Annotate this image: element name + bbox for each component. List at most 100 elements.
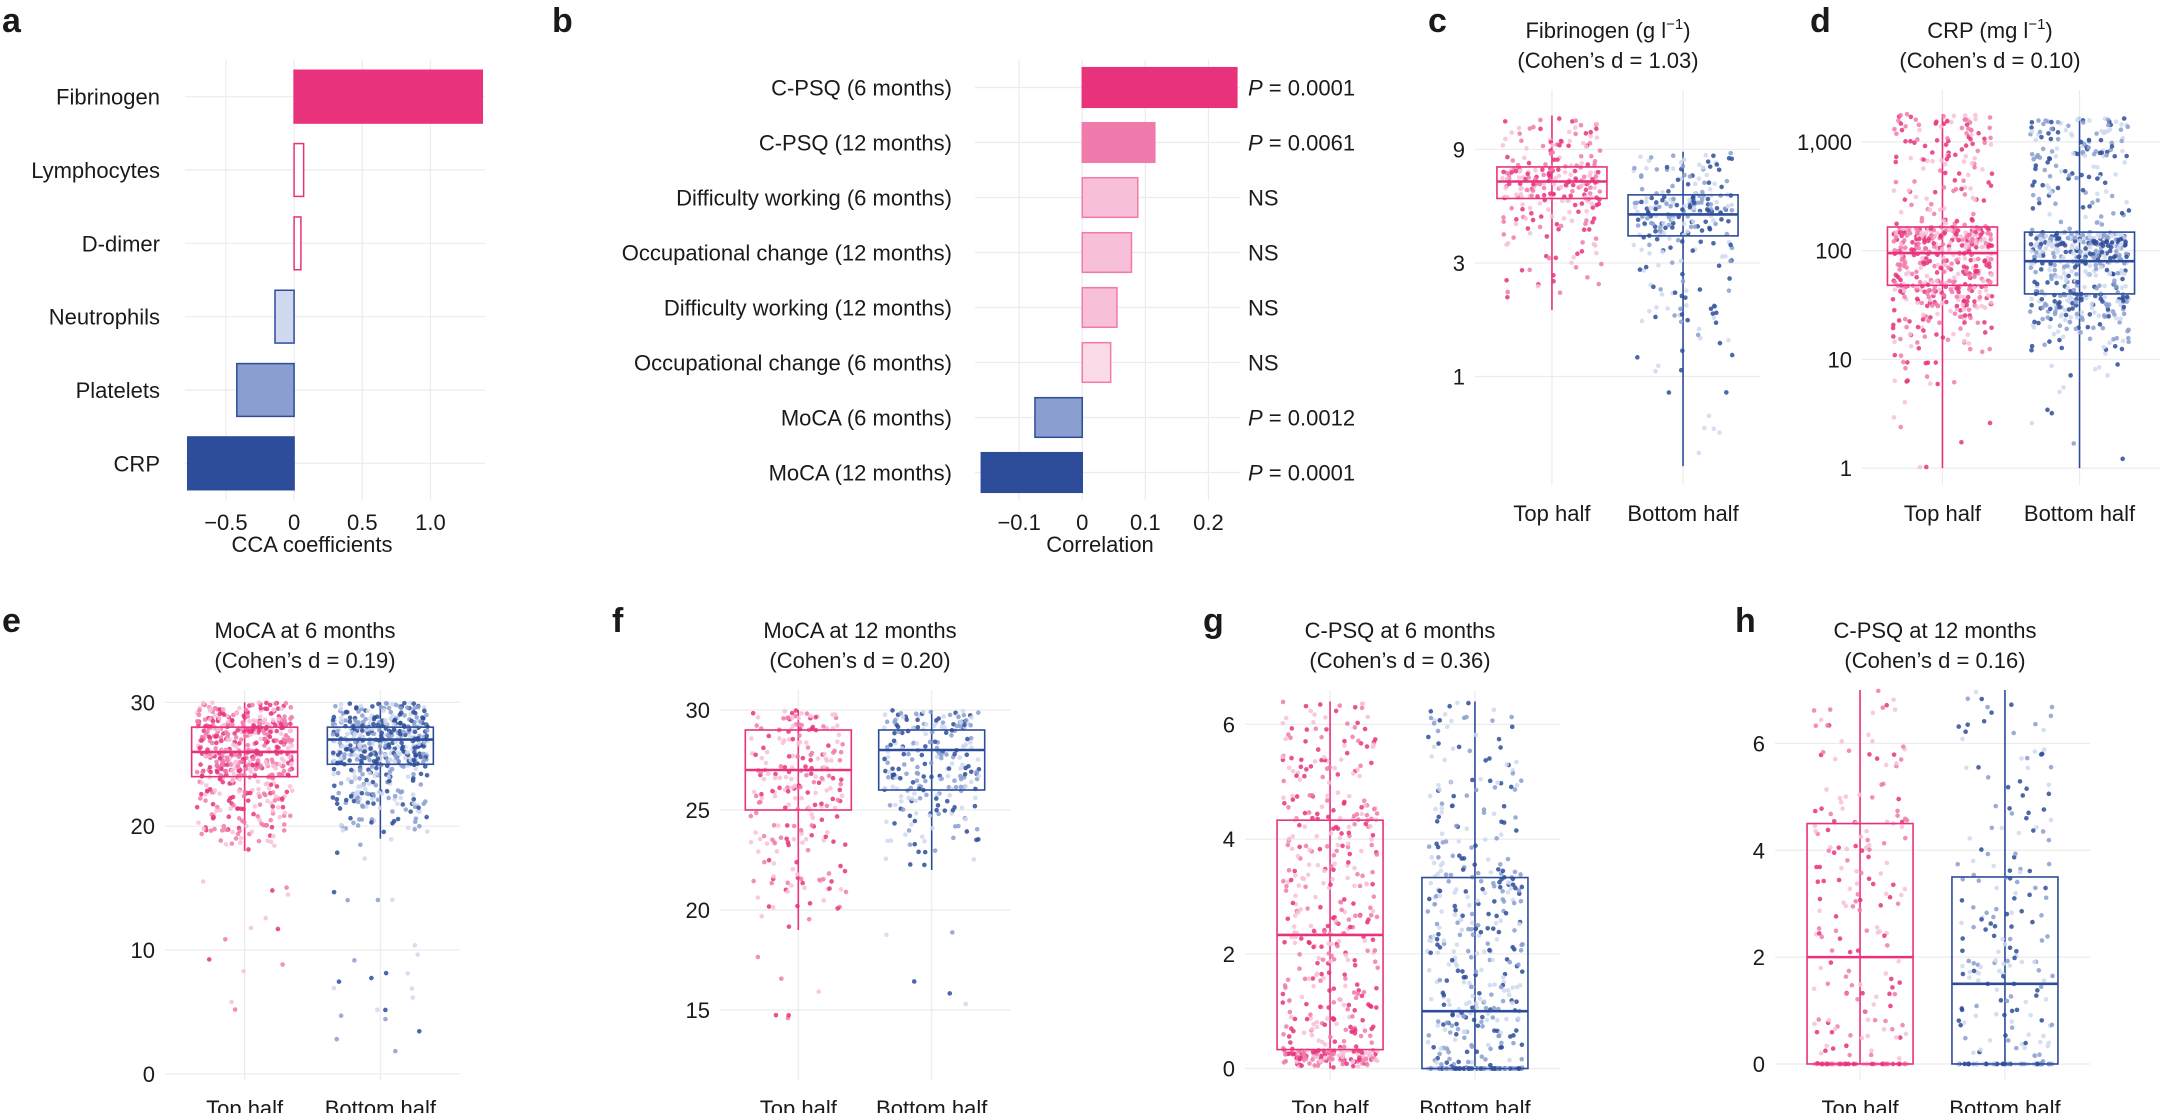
panel-d-point bbox=[1911, 247, 1917, 253]
panel-f-point bbox=[923, 731, 928, 737]
panel-g-point bbox=[1457, 932, 1463, 938]
panel-d-point bbox=[2074, 271, 2079, 277]
panel-d-point bbox=[2047, 156, 2053, 162]
panel-g-point bbox=[1512, 787, 1518, 792]
panel-d-point bbox=[1917, 279, 1923, 285]
panel-c-point bbox=[1690, 219, 1696, 224]
panel-e-point bbox=[362, 856, 367, 861]
panel-f-point bbox=[770, 788, 775, 794]
panel-d-point bbox=[1953, 152, 1958, 158]
panel-f-point bbox=[939, 776, 944, 782]
panel-f-ytick: 30 bbox=[686, 698, 710, 723]
panel-g-point bbox=[1319, 944, 1324, 950]
panel-c-point bbox=[1547, 191, 1553, 196]
panel-d-point bbox=[2051, 331, 2057, 337]
panel-d-point bbox=[1915, 300, 1921, 305]
panel-f-point bbox=[957, 755, 963, 760]
panel-g-point bbox=[1369, 842, 1375, 848]
panel-d-point bbox=[2039, 249, 2044, 254]
panel-c-point bbox=[1643, 199, 1649, 205]
panel-e-point bbox=[274, 744, 280, 750]
panel-c-point bbox=[1681, 157, 1687, 162]
panel-f-point bbox=[765, 771, 771, 777]
panel-c-point bbox=[1599, 261, 1604, 267]
panel-d-point bbox=[1938, 233, 1944, 239]
panel-d-point bbox=[2047, 173, 2053, 179]
panel-d-point bbox=[1981, 198, 1987, 203]
panel-d-point bbox=[1949, 261, 1954, 266]
panel-d-point bbox=[2068, 288, 2073, 294]
panel-g-point bbox=[1328, 958, 1333, 964]
panel-h-point bbox=[1874, 756, 1880, 761]
panel-e-point bbox=[351, 798, 357, 804]
panel-g-point bbox=[1469, 1060, 1475, 1065]
panel-d-point bbox=[1977, 289, 1982, 295]
panel-e-point bbox=[409, 986, 415, 991]
panel-e-point bbox=[352, 746, 357, 752]
panel-g-title-line1: C-PSQ at 6 months bbox=[1305, 618, 1496, 643]
panel-e-point bbox=[276, 716, 281, 722]
panel-f-point bbox=[800, 840, 805, 845]
panel-e-point bbox=[422, 764, 428, 769]
panel-d-point bbox=[2072, 235, 2078, 240]
panel-f-point bbox=[952, 824, 958, 829]
panel-d-point bbox=[1940, 300, 1945, 306]
panel-g-point bbox=[1303, 739, 1308, 744]
panel-d-point bbox=[1898, 424, 1904, 430]
panel-h-point bbox=[1988, 921, 1994, 926]
panel-f-xtick: Top half bbox=[760, 1096, 838, 1113]
panel-e-point bbox=[277, 762, 283, 767]
panel-g-point bbox=[1367, 1033, 1373, 1039]
panel-h-point bbox=[1960, 936, 1965, 941]
panel-g-point bbox=[1449, 718, 1454, 724]
panel-d-point bbox=[2093, 248, 2099, 254]
panel-g-point bbox=[1485, 925, 1490, 931]
panel-h-point bbox=[1883, 762, 1889, 768]
panel-d-point bbox=[2113, 172, 2118, 177]
panel-g-point bbox=[1351, 990, 1357, 995]
panel-g-point bbox=[1311, 1021, 1316, 1027]
panel-f-point bbox=[967, 740, 973, 745]
panel-b-plot: −0.1 0 0.1 0.2C-PSQ (6 months) P = 0.0001C-P… bbox=[622, 60, 1355, 535]
panel-d-point bbox=[1891, 307, 1897, 313]
panel-h-point bbox=[2009, 702, 2014, 707]
panel-d-point bbox=[1986, 227, 1991, 232]
panel-e-point bbox=[390, 897, 395, 903]
panel-f-point bbox=[934, 754, 940, 760]
panel-c-point bbox=[1719, 184, 1724, 190]
panel-g-point bbox=[1368, 824, 1373, 829]
panel-g-point bbox=[1465, 1059, 1471, 1065]
panel-e-point bbox=[232, 731, 237, 736]
panel-g-point bbox=[1307, 1061, 1312, 1066]
panel-g-point bbox=[1465, 894, 1470, 900]
panel-e-point bbox=[225, 737, 230, 743]
panel-h-point bbox=[2007, 936, 2013, 942]
panel-b-label: b bbox=[552, 2, 573, 40]
panel-h-point bbox=[1960, 877, 1966, 882]
panel-d-point bbox=[2063, 312, 2069, 318]
panel-e-point bbox=[395, 788, 401, 793]
panel-b-xlabel: Correlation bbox=[1046, 532, 1154, 557]
panel-c-point bbox=[1587, 173, 1592, 179]
panel-c-point bbox=[1568, 193, 1574, 199]
panel-g-point bbox=[1326, 1005, 1331, 1010]
panel-h-point bbox=[1863, 1009, 1868, 1015]
panel-d-point bbox=[1943, 142, 1949, 147]
panel-g-point bbox=[1511, 1040, 1516, 1046]
panel-e-point bbox=[334, 1036, 340, 1042]
panel-h-point bbox=[1891, 882, 1896, 888]
panel-f-point bbox=[912, 818, 918, 824]
panel-d-point bbox=[1928, 315, 1933, 320]
panel-f-point bbox=[975, 710, 981, 715]
panel-d-point bbox=[2095, 191, 2100, 197]
panel-f-point bbox=[960, 708, 966, 714]
panel-g-point bbox=[1282, 1052, 1288, 1057]
panel-h-point bbox=[1819, 806, 1824, 811]
panel-g-point bbox=[1450, 746, 1456, 751]
panel-d-point bbox=[1979, 244, 1985, 250]
panel-g-point bbox=[1506, 992, 1512, 998]
panel-g-point bbox=[1463, 889, 1469, 894]
panel-g-point bbox=[1334, 848, 1340, 854]
panel-b-bar bbox=[1081, 341, 1112, 384]
panel-d-point bbox=[2037, 129, 2043, 135]
